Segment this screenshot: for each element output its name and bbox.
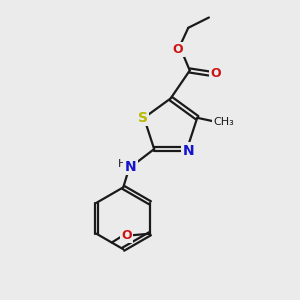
Text: O: O [121, 229, 132, 242]
Text: H: H [118, 159, 126, 169]
Text: O: O [173, 43, 183, 56]
Text: N: N [183, 143, 194, 158]
Text: S: S [137, 111, 148, 125]
Text: CH₃: CH₃ [213, 117, 234, 127]
Text: O: O [210, 67, 221, 80]
Text: N: N [125, 160, 136, 174]
